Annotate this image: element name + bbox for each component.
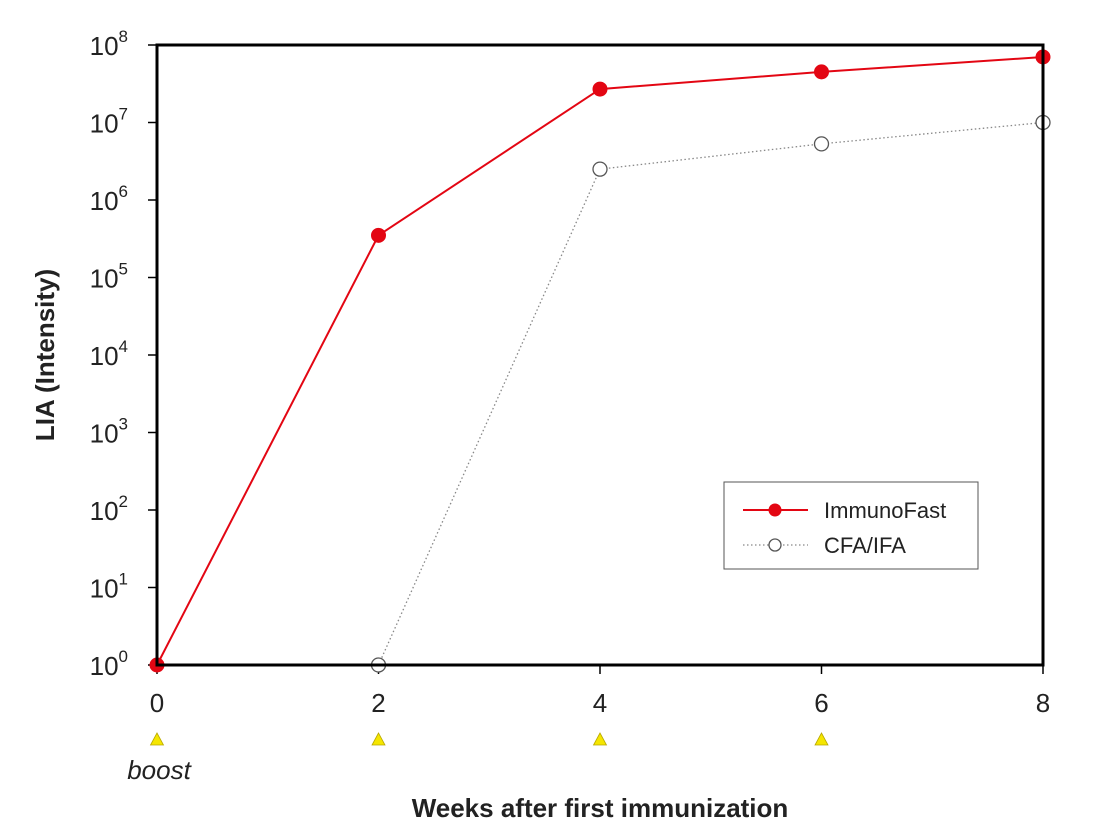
series-line-immunofast bbox=[156, 56, 1044, 666]
y-axis-ticks: 100 101 102 103 104 105 106 107 108 bbox=[90, 27, 157, 681]
boost-triangle-week-2 bbox=[371, 732, 386, 746]
y-tick-label-5: 105 bbox=[90, 260, 128, 294]
y-tick-label-1: 101 bbox=[90, 570, 128, 604]
y-tick-label-6: 106 bbox=[90, 182, 128, 216]
x-tick-label-0: 0 bbox=[150, 688, 164, 718]
y-tick-label-0: 100 bbox=[90, 647, 128, 681]
legend-label-immunofast: ImmunoFast bbox=[824, 498, 946, 523]
x-axis-title: Weeks after first immunization bbox=[412, 793, 789, 823]
boost-markers bbox=[149, 732, 829, 746]
data-point-cfa-ifa-week-4 bbox=[592, 161, 608, 177]
data-point-immunofast-week-4 bbox=[592, 81, 608, 97]
y-tick-label-3: 103 bbox=[90, 415, 128, 449]
boost-triangle-week-6 bbox=[814, 732, 829, 746]
data-point-cfa-ifa-week-6 bbox=[813, 136, 830, 152]
x-tick-label-8: 8 bbox=[1036, 688, 1050, 718]
series-line-cfa-ifa bbox=[377, 121, 1044, 666]
legend: ImmunoFast CFA/IFA bbox=[723, 481, 979, 570]
data-point-immunofast-week-2 bbox=[371, 227, 386, 243]
y-axis-title: LIA (Intensity) bbox=[30, 269, 60, 441]
x-axis-ticks: 0 2 4 6 8 bbox=[150, 665, 1050, 718]
legend-label-cfa-ifa: CFA/IFA bbox=[824, 533, 906, 558]
plot-frame bbox=[155, 43, 1045, 667]
x-tick-label-4: 4 bbox=[593, 688, 607, 718]
y-tick-label-2: 102 bbox=[90, 492, 128, 526]
series-layer bbox=[149, 49, 1051, 673]
y-tick-label-7: 107 bbox=[90, 105, 128, 139]
y-tick-label-8: 108 bbox=[90, 27, 128, 61]
legend-marker-cfa-ifa bbox=[768, 538, 782, 552]
y-tick-label-4: 104 bbox=[90, 337, 128, 371]
boost-label: boost bbox=[127, 755, 192, 785]
data-point-immunofast-week-6 bbox=[814, 64, 829, 80]
legend-box bbox=[723, 481, 979, 570]
legend-marker-immunofast bbox=[768, 503, 782, 517]
x-tick-label-2: 2 bbox=[371, 688, 385, 718]
boost-triangle-week-0 bbox=[149, 732, 165, 746]
x-tick-label-6: 6 bbox=[814, 688, 828, 718]
boost-triangle-week-4 bbox=[592, 732, 608, 746]
